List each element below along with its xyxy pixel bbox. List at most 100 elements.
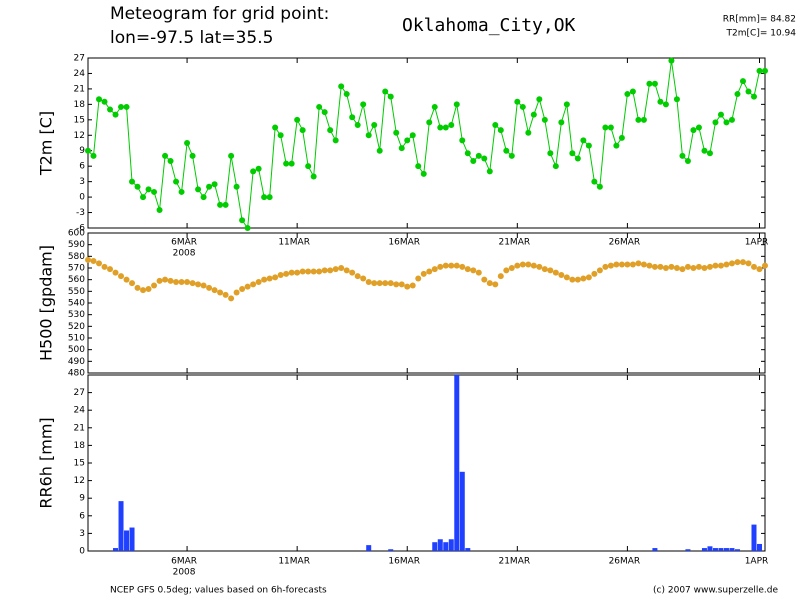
h500-point bbox=[629, 261, 636, 268]
h500-point bbox=[569, 276, 576, 283]
temperature-point bbox=[459, 137, 466, 144]
h500-point bbox=[343, 267, 350, 274]
y-tick-label: 0 bbox=[79, 547, 85, 557]
temperature-point bbox=[299, 127, 306, 134]
y-tick-label: 510 bbox=[68, 334, 85, 344]
x-tick-label: 6MAR bbox=[171, 557, 197, 567]
x-tick-label: 16MAR bbox=[388, 557, 420, 567]
y-tick-label: 21 bbox=[74, 84, 85, 94]
h500-point bbox=[332, 266, 339, 273]
h500-point bbox=[316, 268, 323, 275]
temperature-point bbox=[178, 188, 185, 195]
temperature-point bbox=[739, 78, 746, 85]
h500-point bbox=[673, 265, 680, 271]
h500-point bbox=[646, 262, 653, 269]
h500-point bbox=[712, 262, 719, 269]
temperature-point bbox=[618, 134, 625, 141]
temperature-point bbox=[750, 93, 757, 100]
h500-point bbox=[420, 270, 427, 277]
h500-point bbox=[398, 281, 405, 288]
x-tick-label: 11MAR bbox=[278, 238, 310, 248]
y-tick-label: 600 bbox=[68, 229, 85, 239]
y-tick-label: 9 bbox=[79, 146, 85, 156]
h500-point bbox=[349, 269, 356, 276]
temperature-point bbox=[464, 150, 471, 157]
temperature-point bbox=[354, 121, 361, 128]
h500-point bbox=[156, 277, 163, 284]
h500-point bbox=[684, 263, 691, 270]
temperature-point bbox=[679, 152, 686, 159]
temperature-point bbox=[453, 101, 460, 108]
h500-point bbox=[508, 265, 515, 271]
temperature-point bbox=[195, 186, 202, 193]
temperature-point bbox=[734, 91, 741, 98]
y-tick-label: 480 bbox=[68, 369, 85, 379]
h500-point bbox=[107, 266, 114, 273]
y-axis-label: RR6h [mm] bbox=[37, 417, 56, 508]
temperature-point bbox=[239, 217, 246, 224]
h500-point bbox=[618, 261, 625, 268]
h500-point bbox=[442, 262, 449, 269]
h500-point bbox=[321, 267, 328, 274]
temperature-point bbox=[475, 152, 482, 159]
y-tick-label: 12 bbox=[74, 476, 85, 486]
h500-point bbox=[134, 284, 141, 291]
temperature-point bbox=[420, 170, 427, 177]
temperature-point bbox=[712, 119, 719, 126]
h500-point bbox=[690, 265, 697, 271]
precip-bar bbox=[124, 530, 130, 551]
h500-point bbox=[525, 261, 532, 268]
temperature-point bbox=[167, 158, 174, 165]
temperature-point bbox=[140, 194, 147, 201]
y-tick-label: 540 bbox=[68, 299, 85, 309]
plot-area bbox=[113, 375, 762, 551]
h500-point bbox=[448, 262, 455, 269]
precip-bar bbox=[718, 548, 724, 551]
y-tick-label: 520 bbox=[68, 322, 85, 332]
precip-bar bbox=[751, 524, 757, 551]
temperature-point bbox=[530, 111, 537, 118]
temperature-point bbox=[184, 140, 191, 146]
location: Oklahoma_City,OK bbox=[402, 15, 576, 36]
plot-area bbox=[85, 57, 768, 231]
h500-point bbox=[651, 263, 658, 270]
temperature-point bbox=[107, 106, 114, 113]
temperature-point bbox=[101, 98, 108, 105]
temperature-point bbox=[426, 119, 433, 126]
h500-point bbox=[85, 256, 91, 263]
h500-point bbox=[288, 269, 295, 276]
temperature-point bbox=[657, 98, 664, 105]
h500-point bbox=[167, 277, 174, 284]
h500-point bbox=[189, 280, 196, 287]
title-line2: lon=-97.5 lat=35.5 bbox=[110, 28, 273, 48]
temperature-point bbox=[321, 109, 328, 116]
h500-point bbox=[679, 266, 686, 273]
temperature-point bbox=[547, 150, 554, 157]
precip-bar bbox=[756, 543, 762, 551]
h500-point bbox=[624, 261, 631, 268]
temperature-point bbox=[316, 103, 323, 110]
temperature-point bbox=[646, 80, 653, 87]
temperature-point bbox=[206, 183, 213, 190]
temperature-point bbox=[409, 132, 416, 139]
temperature-point bbox=[233, 183, 240, 190]
h500-point bbox=[734, 259, 741, 266]
h500-point bbox=[129, 280, 136, 287]
h500-point bbox=[173, 279, 180, 285]
temperature-point bbox=[365, 132, 372, 139]
precip-bar bbox=[437, 539, 443, 551]
temperature-point bbox=[222, 201, 229, 208]
h500-point bbox=[239, 286, 246, 292]
rr-total: RR[mm]= 84.82 bbox=[723, 15, 796, 25]
h500-point bbox=[250, 281, 257, 288]
y-tick-label: 27 bbox=[74, 54, 85, 64]
temperature-point bbox=[189, 152, 196, 159]
h500-point bbox=[536, 263, 543, 270]
plot-area bbox=[85, 256, 768, 302]
temperature-point bbox=[508, 152, 515, 159]
y-tick-label: 570 bbox=[68, 264, 85, 274]
x-tick-label: 1APR bbox=[745, 238, 769, 248]
temperature-point bbox=[255, 165, 262, 172]
temperature-point bbox=[762, 67, 768, 74]
